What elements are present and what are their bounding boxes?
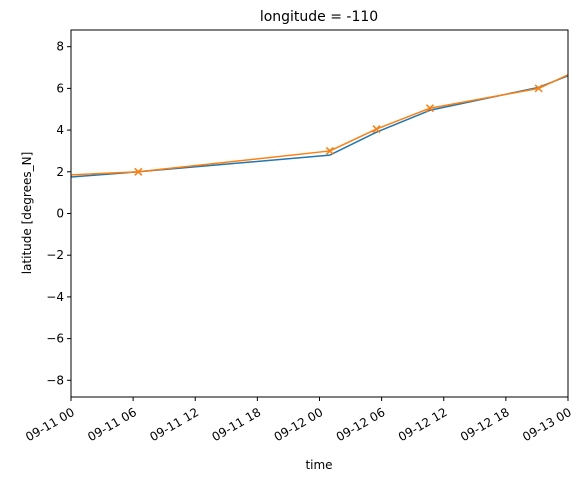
x-tick-label: 09-13 00 <box>520 405 574 444</box>
x-tick-label: 09-11 06 <box>85 405 139 444</box>
series-2-point <box>534 84 543 93</box>
x-tick-label: 09-11 12 <box>147 405 201 444</box>
plot-area-frame <box>70 29 569 398</box>
x-tick-label: 09-11 00 <box>23 405 77 444</box>
y-tick-label: 0 <box>56 207 64 221</box>
y-tick-label: 6 <box>56 81 64 95</box>
x-tick-label: 09-11 18 <box>210 405 264 444</box>
y-tick-label: −6 <box>46 332 64 346</box>
x-tick-label: 09-12 00 <box>272 405 326 444</box>
series-line-1 <box>71 75 568 178</box>
series-2-point <box>325 146 334 155</box>
chart-title: longitude = -110 <box>260 9 378 25</box>
series-line-2 <box>71 74 568 176</box>
x-tick-label: 09-12 12 <box>396 405 450 444</box>
y-tick-label: −8 <box>46 373 64 387</box>
series-2-point <box>425 104 434 113</box>
x-tick-label: 09-12 06 <box>334 405 388 444</box>
y-tick-label: 8 <box>56 40 64 54</box>
y-tick-label: −4 <box>46 290 64 304</box>
y-tick-label: −2 <box>46 248 64 262</box>
y-tick-label: 2 <box>56 165 64 179</box>
y-tick-label: 4 <box>56 123 64 137</box>
series-2-point <box>134 167 143 176</box>
y-axis-label: latitude [degrees_N] <box>20 152 34 275</box>
x-tick-label: 09-12 18 <box>458 405 512 444</box>
x-axis-label: time <box>305 458 332 472</box>
series-2-point <box>372 125 381 134</box>
